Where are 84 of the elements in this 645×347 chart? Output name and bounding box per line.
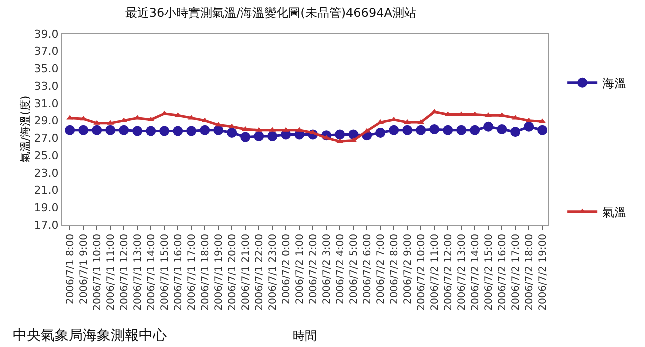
x-tick-label: 2006/7/1 21:00 bbox=[240, 234, 252, 311]
point bbox=[186, 126, 197, 136]
point bbox=[200, 125, 210, 136]
y-tick-label: 31.0 bbox=[34, 97, 59, 110]
point bbox=[510, 127, 521, 138]
x-tick-label: 2006/7/2 1:00 bbox=[294, 234, 306, 305]
legend-label: 海溫 bbox=[602, 76, 627, 91]
point bbox=[497, 124, 508, 134]
x-tick-label: 2006/7/2 2:00 bbox=[308, 234, 320, 305]
y-tick-label: 39.0 bbox=[34, 28, 59, 41]
x-tick-label: 2006/7/2 3:00 bbox=[322, 234, 333, 305]
point bbox=[132, 126, 143, 136]
point bbox=[106, 125, 116, 136]
y-tick-label: 21.0 bbox=[34, 184, 59, 198]
y-tick-label: 29.0 bbox=[34, 114, 59, 128]
y-tick-label: 27.0 bbox=[34, 132, 59, 146]
legend-label: 氣溫 bbox=[602, 206, 627, 220]
y-tick-label: 33.0 bbox=[34, 80, 59, 93]
x-tick-label: 2006/7/2 0:00 bbox=[281, 234, 292, 305]
point bbox=[443, 125, 454, 136]
point bbox=[268, 131, 278, 142]
x-tick-label: 2006/7/1 23:00 bbox=[268, 234, 279, 311]
point bbox=[430, 124, 440, 134]
x-tick-label: 2006/7/1 10:00 bbox=[92, 234, 104, 311]
y-tick-label: 25.0 bbox=[34, 149, 59, 162]
text: 中央氣象局海象測報中心 bbox=[13, 328, 167, 344]
point bbox=[173, 126, 184, 136]
x-tick-label: 2006/7/2 16:00 bbox=[497, 234, 508, 311]
x-tick-label: 2006/7/1 11:00 bbox=[106, 234, 117, 311]
x-tick-label: 2006/7/1 17:00 bbox=[186, 234, 198, 311]
point bbox=[146, 126, 156, 136]
x-tick-label: 2006/7/2 9:00 bbox=[402, 234, 414, 305]
y-tick-label: 19.0 bbox=[34, 201, 59, 214]
y-tick-label: 35.0 bbox=[34, 62, 59, 76]
x-tick-label: 2006/7/1 22:00 bbox=[254, 234, 266, 311]
point bbox=[484, 122, 494, 132]
point bbox=[416, 125, 426, 136]
x-tick-label: 2006/7/1 8:00 bbox=[65, 234, 76, 305]
point bbox=[456, 125, 467, 136]
point bbox=[524, 122, 534, 132]
point bbox=[470, 125, 480, 136]
point bbox=[376, 128, 386, 138]
x-tick-label: 2006/7/2 15:00 bbox=[484, 234, 495, 311]
x-tick-label: 2006/7/1 15:00 bbox=[160, 234, 171, 311]
point bbox=[65, 125, 76, 136]
x-tick-label: 2006/7/2 8:00 bbox=[389, 234, 400, 305]
x-tick-label: 2006/7/1 18:00 bbox=[200, 234, 212, 311]
y-tick-label: 37.0 bbox=[34, 45, 59, 58]
x-tick-label: 2006/7/2 18:00 bbox=[524, 234, 536, 311]
x-tick-label: 2006/7/2 11:00 bbox=[430, 234, 441, 311]
point bbox=[335, 130, 346, 140]
y-tick-label: 23.0 bbox=[34, 166, 59, 180]
point bbox=[402, 125, 413, 136]
y-axis-title: 氣溫/海溫(度) bbox=[18, 96, 32, 164]
point bbox=[240, 132, 251, 142]
y-tick-label: 17.0 bbox=[34, 218, 59, 232]
x-tick-label: 2006/7/1 13:00 bbox=[132, 234, 144, 311]
x-tick-label: 2006/7/2 6:00 bbox=[362, 234, 374, 305]
point bbox=[78, 125, 89, 136]
x-tick-label: 2006/7/2 14:00 bbox=[470, 234, 482, 311]
x-tick-label: 2006/7/2 5:00 bbox=[348, 234, 360, 305]
chart-title: 最近36小時實測氣溫/海溫變化圖(未品管)46694A測站 bbox=[125, 6, 416, 20]
point bbox=[119, 125, 130, 136]
point bbox=[214, 125, 224, 136]
x-tick-label: 2006/7/1 20:00 bbox=[227, 234, 238, 311]
x-tick-label: 2006/7/1 19:00 bbox=[214, 234, 225, 311]
x-tick-label: 2006/7/1 12:00 bbox=[119, 234, 130, 311]
x-tick-label: 2006/7/2 12:00 bbox=[443, 234, 454, 311]
x-tick-label: 2006/7/2 10:00 bbox=[416, 234, 428, 311]
point bbox=[538, 125, 548, 136]
x-tick-label: 2006/7/2 19:00 bbox=[538, 234, 549, 311]
x-tick-label: 2006/7/2 13:00 bbox=[456, 234, 468, 311]
x-tick-label: 2006/7/2 17:00 bbox=[510, 234, 522, 311]
x-tick-label: 2006/7/2 7:00 bbox=[376, 234, 387, 305]
x-tick-label: 2006/7/1 9:00 bbox=[78, 234, 90, 305]
point bbox=[254, 131, 264, 142]
point bbox=[160, 126, 170, 136]
x-axis-title: 時間 bbox=[293, 329, 317, 343]
x-tick-label: 2006/7/1 14:00 bbox=[146, 234, 158, 311]
x-tick-label: 2006/7/2 4:00 bbox=[335, 234, 346, 305]
point bbox=[227, 128, 238, 138]
point bbox=[92, 125, 102, 136]
point bbox=[389, 125, 400, 136]
x-tick-label: 2006/7/1 16:00 bbox=[173, 234, 184, 311]
